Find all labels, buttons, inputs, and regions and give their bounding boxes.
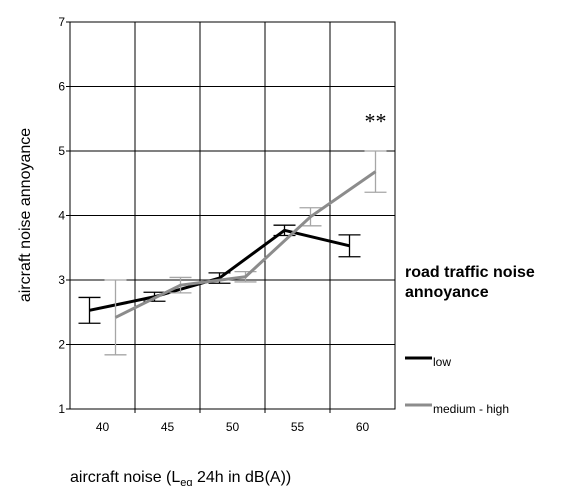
x-label-part: aircraft noise (L: [70, 469, 180, 486]
y-tick-label: 4: [58, 209, 65, 223]
series-line: [89, 228, 350, 312]
x-axis-label: aircraft noise (Leq 24h in dB(A)): [70, 469, 291, 486]
y-tick-label: 5: [58, 144, 65, 158]
x-tick-label: 55: [291, 420, 305, 434]
annotation: **: [365, 108, 387, 133]
x-tick-label: 50: [226, 420, 240, 434]
legend-label: medium - high: [433, 402, 509, 416]
x-tick-label: 45: [161, 420, 175, 434]
x-label-sub: eq: [180, 477, 192, 486]
y-tick-label: 2: [58, 338, 65, 352]
x-tick-label: 60: [356, 420, 370, 434]
x-label-part: 24h in dB(A)): [193, 469, 292, 486]
y-axis-label: aircraft noise annoyance: [17, 128, 34, 302]
x-tick-label: 40: [96, 420, 110, 434]
y-tick-label: 1: [58, 402, 65, 416]
y-tick-label: 7: [58, 15, 65, 29]
legend-title: road traffic noise: [405, 264, 535, 281]
series-line: [114, 170, 377, 319]
y-tick-label: 6: [58, 80, 65, 94]
legend-label: low: [433, 355, 451, 369]
y-tick-label: 3: [58, 273, 65, 287]
legend-title: annoyance: [405, 284, 489, 301]
plot-frame: [69, 21, 396, 410]
